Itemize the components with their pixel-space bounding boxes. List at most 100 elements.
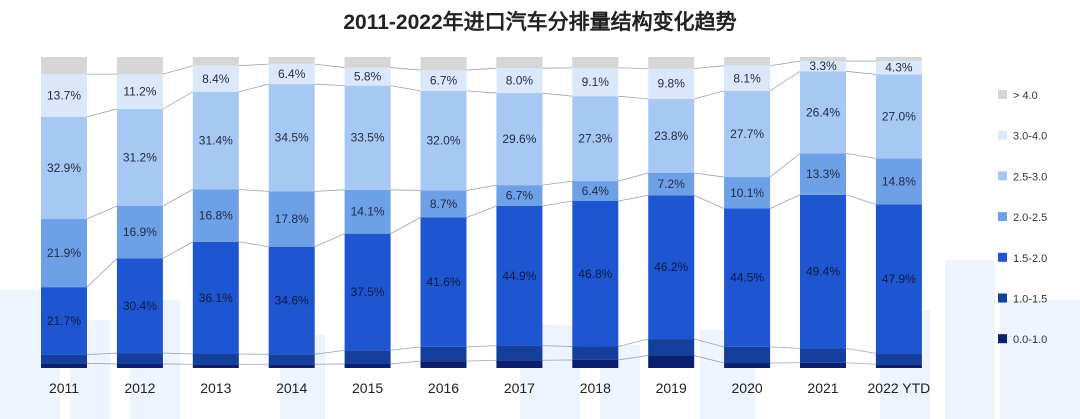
bar-segment xyxy=(420,57,467,71)
bar-segment xyxy=(648,57,695,69)
connector-line xyxy=(86,362,117,365)
legend-label: 0.0-1.0 xyxy=(1013,334,1047,346)
bar-segment xyxy=(116,258,163,354)
bar-segment xyxy=(116,205,163,259)
connector-line xyxy=(694,172,725,178)
bar-segment xyxy=(800,194,846,349)
bar-segment xyxy=(724,177,771,209)
bar-segment xyxy=(420,346,467,362)
data-label: 3.3% xyxy=(809,59,837,73)
bar-segment xyxy=(192,57,239,66)
connector-line xyxy=(466,345,497,348)
bar-segment xyxy=(41,57,87,75)
data-label: 16.9% xyxy=(123,225,157,239)
legend-swatch xyxy=(998,90,1007,99)
connector-line xyxy=(542,345,573,347)
connector-line xyxy=(390,346,421,351)
bar-segment xyxy=(496,205,543,346)
bar-segment xyxy=(724,208,771,347)
data-label: 7.2% xyxy=(658,177,686,191)
bar-segment xyxy=(724,57,771,66)
data-label: 46.2% xyxy=(654,260,688,274)
connector-line xyxy=(390,360,421,365)
connector-line xyxy=(769,153,801,178)
x-tick-label: 2013 xyxy=(200,380,231,396)
bar-segment xyxy=(116,57,163,75)
data-label: 37.5% xyxy=(351,285,385,299)
x-tick-label: 2014 xyxy=(276,380,307,396)
bar-segment xyxy=(420,70,467,91)
bar-segment xyxy=(572,200,619,347)
bar-segment xyxy=(496,93,543,186)
data-label: 8.0% xyxy=(506,74,534,88)
bar-segment xyxy=(420,190,467,218)
connector-line xyxy=(86,108,118,118)
connector-line xyxy=(86,258,118,288)
connector-line xyxy=(390,85,421,92)
data-label: 9.1% xyxy=(582,75,610,89)
bar-segment xyxy=(875,204,922,354)
bar-segment xyxy=(268,354,315,365)
data-label: 6.4% xyxy=(278,67,306,81)
connector-line xyxy=(238,241,269,248)
bar-segment xyxy=(192,241,239,355)
bar-segment xyxy=(192,189,239,242)
connector-line xyxy=(694,195,725,209)
x-tick-label: 2021 xyxy=(807,380,838,396)
connector-line xyxy=(845,194,877,205)
data-label: 31.2% xyxy=(123,150,157,164)
bar-segment xyxy=(344,233,391,351)
data-label: 13.3% xyxy=(806,167,840,181)
legend: > 4.0 3.0-4.0 2.5-3.0 2.0-2.5 1.5-2.0 1.0-1.5… xyxy=(998,90,1047,346)
bar-segment xyxy=(192,364,239,368)
background-block xyxy=(945,260,995,419)
data-label: 10.1% xyxy=(730,186,764,200)
connector-line xyxy=(845,153,876,159)
bar-segment xyxy=(496,57,543,69)
legend-swatch xyxy=(998,252,1007,262)
bar-segment xyxy=(648,195,695,340)
connector-line xyxy=(390,67,421,71)
data-label: 34.6% xyxy=(275,294,309,308)
legend-label: 3.0-4.0 xyxy=(1013,131,1047,143)
bar-segment xyxy=(572,346,619,360)
connector-line xyxy=(542,92,573,97)
bar-segment xyxy=(344,67,391,86)
x-tick-label: 2012 xyxy=(124,380,155,396)
bar-segment xyxy=(496,185,543,206)
data-label: 27.7% xyxy=(730,127,764,141)
bar-segment xyxy=(116,353,163,364)
bar-segment xyxy=(724,346,771,364)
data-label: 32.9% xyxy=(47,161,81,175)
connector-line xyxy=(694,355,725,364)
bar-segment xyxy=(800,71,846,154)
bar-segment xyxy=(496,360,543,368)
data-label: 8.7% xyxy=(430,197,458,211)
connector-line xyxy=(390,189,421,191)
data-label: 8.1% xyxy=(733,71,761,85)
data-label: 4.3% xyxy=(885,61,913,75)
data-label: 31.4% xyxy=(199,134,233,148)
data-label: 46.8% xyxy=(578,267,612,281)
legend-label: 2.0-2.5 xyxy=(1013,212,1047,224)
connector-line xyxy=(845,70,876,75)
legend-label: 2.5-3.0 xyxy=(1013,171,1047,183)
x-tick-label: 2019 xyxy=(656,380,687,396)
bar-segment xyxy=(648,355,695,368)
bar-segment xyxy=(875,57,922,62)
bar-segment xyxy=(572,57,619,68)
bar-segment xyxy=(268,64,315,85)
legend-swatch xyxy=(998,171,1007,181)
connector-line xyxy=(86,205,118,220)
bar-segment xyxy=(875,158,922,205)
connector-line xyxy=(618,195,649,202)
data-label: 14.8% xyxy=(882,174,916,188)
bar-segment xyxy=(268,191,315,247)
connector-line xyxy=(618,338,649,347)
connector-line xyxy=(618,172,649,182)
x-tick-label: 2016 xyxy=(428,380,459,396)
connector-line xyxy=(466,184,497,191)
data-label: 30.4% xyxy=(123,299,157,313)
data-label: 6.7% xyxy=(506,189,534,203)
connector-line xyxy=(86,352,117,356)
